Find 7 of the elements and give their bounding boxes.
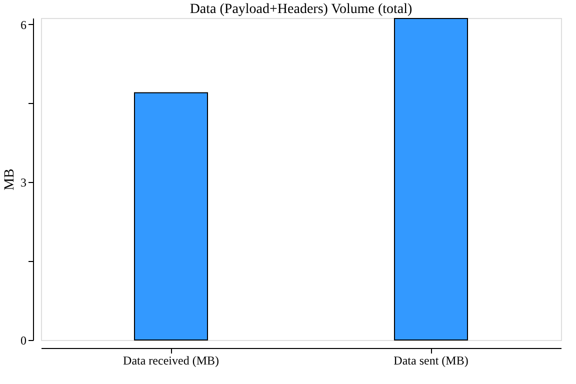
y-axis-title: MB [2,168,18,190]
y-tick-label: 3 [20,176,26,190]
y-tick-label: 0 [20,334,26,348]
x-tick-label: Data received (MB) [123,354,219,368]
chart-title: Data (Payload+Headers) Volume (total) [190,2,413,17]
x-tick-label: Data sent (MB) [394,354,468,368]
y-tick-label: 6 [20,18,26,32]
